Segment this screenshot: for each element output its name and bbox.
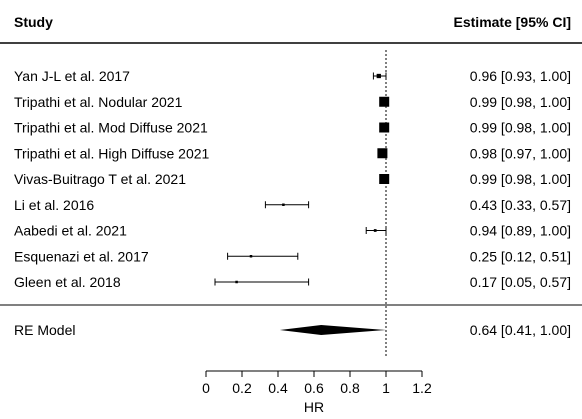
x-tick-label: 1.2 — [412, 380, 432, 396]
point-estimate — [379, 122, 390, 133]
study-name: Aabedi et al. 2021 — [14, 223, 127, 239]
study-estimate: 0.99 [0.98, 1.00] — [470, 94, 571, 110]
study-estimate: 0.98 [0.97, 1.00] — [470, 145, 571, 161]
study-rows: Yan J-L et al. 2017 0.96 [0.93, 1.00] Trip… — [14, 68, 571, 290]
study-name: Tripathi et al. High Diffuse 2021 — [14, 145, 210, 161]
x-tick-label: 0.4 — [268, 380, 288, 396]
study-name: Vivas-Buitrago T et al. 2021 — [14, 171, 186, 187]
study-name: Esquenazi et al. 2017 — [14, 248, 149, 264]
point-estimate — [376, 73, 381, 79]
study-name: Gleen et al. 2018 — [14, 274, 121, 290]
study-name: Tripathi et al. Nodular 2021 — [14, 94, 183, 110]
study-estimate: 0.43 [0.33, 0.57] — [470, 197, 571, 213]
x-tick-label: 0.8 — [340, 380, 360, 396]
point-estimate — [379, 174, 390, 184]
study-column-header: Study — [14, 14, 53, 30]
summary-diamond — [279, 325, 386, 335]
study-estimate: 0.96 [0.93, 1.00] — [470, 68, 571, 84]
x-tick-label: 0 — [202, 380, 210, 396]
point-estimate — [249, 255, 253, 258]
point-estimate — [379, 96, 390, 107]
study-estimate: 0.94 [0.89, 1.00] — [470, 223, 571, 239]
study-name: Yan J-L et al. 2017 — [14, 68, 130, 84]
study-estimate: 0.25 [0.12, 0.51] — [470, 248, 571, 264]
point-estimate — [235, 280, 238, 284]
estimate-column-header: Estimate [95% CI] — [454, 14, 571, 30]
x-tick-label: 0.2 — [232, 380, 252, 396]
summary-name: RE Model — [14, 322, 75, 338]
study-estimate: 0.99 [0.98, 1.00] — [470, 120, 571, 136]
study-estimate: 0.17 [0.05, 0.57] — [470, 274, 571, 290]
summary-row: RE Model 0.64 [0.41, 1.00] — [14, 50, 571, 358]
point-estimate — [282, 203, 285, 206]
x-axis-label: HR — [304, 399, 324, 415]
summary-estimate: 0.64 [0.41, 1.00] — [470, 322, 571, 338]
x-tick-label: 0.6 — [304, 380, 324, 396]
point-estimate — [373, 229, 377, 232]
x-tick-label: 1 — [382, 380, 390, 396]
x-axis: 0 0.2 0.4 0.6 0.8 1 1.2 — [202, 370, 432, 396]
study-name: Tripathi et al. Mod Diffuse 2021 — [14, 120, 208, 136]
study-name: Li et al. 2016 — [14, 197, 94, 213]
study-estimate: 0.99 [0.98, 1.00] — [470, 171, 571, 187]
point-estimate — [377, 148, 388, 159]
